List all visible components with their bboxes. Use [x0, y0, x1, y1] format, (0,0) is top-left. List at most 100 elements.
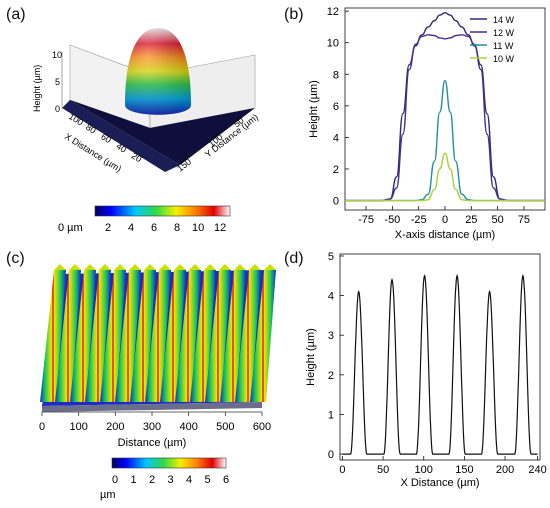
- c-ridge-tip-4: [114, 264, 126, 270]
- b-legend-label-2: 11 W: [493, 41, 514, 51]
- a-x-tick-2: 60: [99, 131, 113, 145]
- panel-b-line-chart: -75 -50 -25 0 25 50 75 0 2 4 6 8 10 12 X-axis distance…: [308, 6, 546, 241]
- colorbar-a-tick-2: 6: [151, 222, 157, 234]
- c-ridge-tip-10: [204, 264, 216, 270]
- c-ridge-12: [220, 270, 246, 402]
- a-x-tick-3: 40: [114, 141, 128, 155]
- c-ridge-tip-9: [189, 264, 201, 270]
- colorbar-c-unit: µm: [100, 489, 116, 501]
- c-colorbar-tick-6: 6: [223, 474, 229, 486]
- b-x-tick-label: 25: [465, 214, 477, 226]
- c-ridge-tip-14: [264, 264, 276, 270]
- d-y-tick-label: 5: [328, 251, 334, 263]
- a-z-tick-2: 0: [55, 104, 60, 114]
- colorbar-c: [111, 457, 227, 469]
- a-x-tick-1: 80: [84, 122, 98, 136]
- c-tick-label-0: 0: [39, 421, 45, 433]
- d-y-axis-label: Height (µm): [305, 328, 317, 386]
- colorbar-a-tick-1: 4: [128, 222, 134, 234]
- b-x-axis-label: X-axis distance (µm): [395, 229, 495, 241]
- c-colorbar-tick-1: 1: [130, 474, 136, 486]
- panel-label-d: (d): [284, 250, 304, 267]
- c-base-edge: [42, 402, 262, 412]
- c-colorbar-tick-4: 4: [186, 474, 192, 486]
- d-x-tick-label: 0: [339, 464, 345, 476]
- d-x-axis-label: X Distance (µm): [400, 477, 479, 489]
- b-x-tick-label: -75: [358, 214, 374, 226]
- c-x-axis-label: Distance (µm): [118, 437, 187, 449]
- b-legend-label-3: 10 W: [493, 54, 515, 64]
- d-y-tick-label: 1: [328, 409, 334, 421]
- d-y-tick-label: 0: [328, 449, 334, 461]
- c-colorbar-tick-3: 3: [167, 474, 173, 486]
- b-x-tick-label: -50: [384, 214, 400, 226]
- c-tick-label-4: 400: [179, 421, 197, 433]
- c-ridge-6: [130, 270, 156, 402]
- dome-shading: [125, 28, 191, 115]
- b-legend-label-0: 14 W: [493, 15, 515, 25]
- panel-a-surface-plot: 10 5 0 Height (µm) 100 80 60 40 20 X Dis…: [32, 28, 260, 234]
- c-tick-label-1: 100: [69, 421, 87, 433]
- c-ridge-9: [175, 270, 201, 402]
- c-colorbar-tick-2: 2: [149, 474, 155, 486]
- d-y-tick-label: 4: [328, 291, 334, 303]
- colorbar-a-unit: 0 µm: [58, 222, 83, 234]
- panel-label-a: (a): [6, 6, 26, 23]
- d-y-tick-label: 2: [328, 370, 334, 382]
- b-y-tick-label: 10: [327, 38, 339, 50]
- c-ridge-tip-2: [84, 264, 96, 270]
- c-ridge-5: [115, 270, 141, 402]
- c-ridge-tip-13: [249, 264, 261, 270]
- a-z-axis-label: Height (µm): [32, 65, 42, 112]
- b-series-line-3: [345, 152, 545, 202]
- c-ridge-4: [100, 270, 126, 402]
- colorbar-a-tick-3: 8: [174, 222, 180, 234]
- b-y-tick-label: 12: [327, 6, 339, 18]
- b-x-tick-label: 75: [518, 214, 530, 226]
- b-x-tick-label: 0: [442, 214, 448, 226]
- d-y-tick-label: 3: [328, 330, 334, 342]
- b-series-line-0: [345, 12, 545, 202]
- panel-label-c: (c): [6, 250, 25, 267]
- d-x-tick-label: 240: [528, 464, 546, 476]
- b-y-tick-label: 8: [333, 69, 339, 81]
- floor-edge: [62, 100, 180, 172]
- c-ridge-tip-3: [99, 264, 111, 270]
- c-ridge-3: [85, 270, 111, 402]
- colorbar-a: [94, 205, 231, 217]
- d-x-tick-label: 100: [415, 464, 433, 476]
- colorbar-a-tick-0: 2: [105, 222, 111, 234]
- c-tick-label-2: 200: [106, 421, 124, 433]
- c-ridge-13: [235, 270, 261, 402]
- colorbar-a-tick-4: 10: [192, 222, 204, 234]
- d-profile-line: [342, 274, 538, 455]
- b-y-tick-label: 4: [333, 132, 339, 144]
- c-ridge-14: [250, 270, 276, 402]
- c-tick-label-5: 500: [216, 421, 234, 433]
- c-ridge-11: [205, 270, 231, 402]
- b-series-line-2: [345, 79, 545, 202]
- c-ridge-tip-11: [219, 264, 231, 270]
- b-legend-label-1: 12 W: [493, 28, 515, 38]
- c-ridge-8: [160, 270, 186, 402]
- b-y-tick-label: 6: [333, 101, 339, 113]
- c-tick-label-3: 300: [143, 421, 161, 433]
- b-y-axis-label: Height (µm): [308, 80, 320, 138]
- a-x-tick-4: 20: [130, 150, 144, 164]
- b-y-tick-label: 2: [333, 164, 339, 176]
- a-y-tick-0: 50: [232, 115, 246, 129]
- d-x-tick-label: 200: [496, 464, 514, 476]
- c-ridge-tip-12: [234, 264, 246, 270]
- panel-d-line-chart: 0 50 100 150 200 240 0 1 2 3 4 5 X Distance (µm) Heig…: [305, 251, 547, 489]
- colorbar-a-tick-5: 12: [214, 222, 226, 234]
- c-ridge-tip-6: [144, 264, 156, 270]
- c-ridge-tip-1: [69, 264, 81, 270]
- c-ridge-tip-5: [129, 264, 141, 270]
- floor-surface: [70, 100, 255, 165]
- b-series-line-1: [345, 34, 545, 202]
- b-y-tick-label: 0: [333, 196, 339, 208]
- c-ridge-7: [145, 270, 171, 402]
- c-ridge-tip-0: [54, 264, 66, 270]
- c-ridge-1: [55, 270, 81, 402]
- c-ridge-tip-7: [159, 264, 171, 270]
